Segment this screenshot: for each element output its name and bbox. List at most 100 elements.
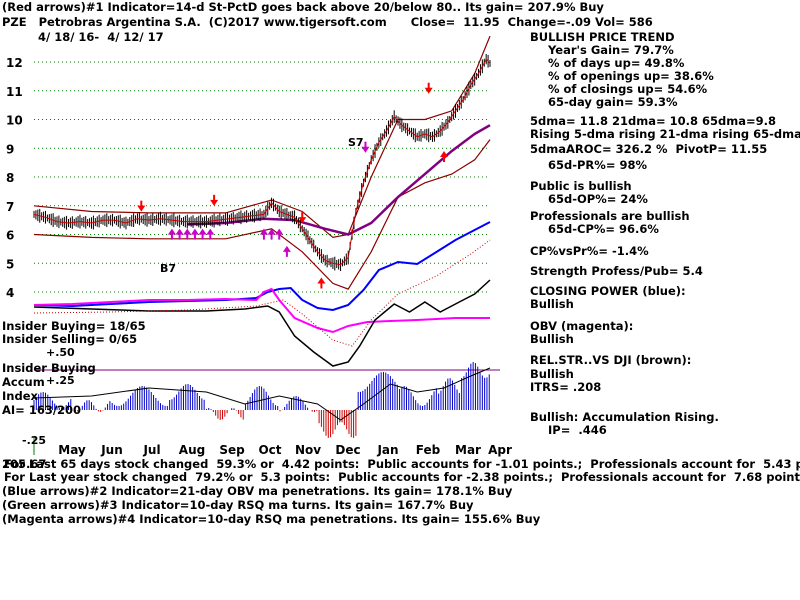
price-tick-label: 5 [6,257,14,271]
signal-arrows [137,82,449,289]
magenta-arrow [198,228,207,235]
side-panel-line: Bullish [530,367,574,381]
price-tick-label: 7 [6,200,14,214]
side-panel-line: ITRS= .208 [530,380,602,394]
footer-line: (Blue arrows)#2 Indicator=21-day OBV ma … [2,484,513,498]
side-panel-line: REL.STR..VS DJI (brown): [530,353,692,367]
header-indicator-1: (Red arrows)#1 Indicator=14-d St-PctD go… [2,0,604,14]
month-label: Aug [179,443,205,457]
side-panel-line: % of closings up= 54.6% [548,82,708,96]
month-label: Jan [376,443,398,457]
price-gridlines [33,61,500,455]
price-ma-line [33,58,491,266]
side-panel-line: Rising 5-dma rising 21-dma rising 65-dma [530,127,800,141]
relative-strength-line [33,279,491,367]
magenta-arrow [167,228,176,235]
header-ticker-line: PZE Petrobras Argentina S.A. (C)2017 www… [2,15,653,29]
trading-bands [33,35,491,290]
magenta-arrow [259,228,268,235]
magenta-arrow [190,228,199,235]
month-label: Jun [100,443,123,457]
side-panel-line: % of openings up= 38.6% [548,69,714,83]
insider-selling: Insider Selling= 0/65 [2,332,138,346]
red-arrow-up [317,277,326,284]
upper-band [33,35,491,239]
price-tick-label: 6 [6,229,14,243]
obv-line [33,287,490,334]
month-label: Nov [295,443,321,457]
footer-line: (Magenta arrows)#4 Indicator=10-day RSQ … [2,512,541,526]
footer-line: For Last 65 days stock changed 59.3% or … [4,457,800,471]
red-arrow-down [137,205,146,212]
side-panel-line: CP%vsPr%= -1.4% [530,244,649,258]
footer-line: (Green arrows)#3 Indicator=10-day RSQ ma… [2,498,474,512]
side-panel-line: 65d-PR%= 98% [548,158,647,172]
side-panel-line: Bullish: Accumulation Rising. [530,410,719,424]
side-panel-line: Year's Gain= 79.7% [548,43,674,57]
side-panel-line: 65-day gain= 59.3% [548,95,678,109]
month-label: Mar [455,443,481,457]
month-label: Oct [258,443,281,457]
footer-overlap-number: 205.67 [2,457,47,471]
date-range: 4/ 18/ 16- 4/ 12/ 17 [38,30,164,44]
side-panel-line: 65d-CP%= 96.6% [548,222,659,236]
magenta-arrow [282,245,291,252]
month-label: Feb [416,443,441,457]
price-tick-label: 12 [6,56,23,70]
accum-ma-line [33,367,491,421]
side-panel-line: Bullish [530,297,574,311]
red-arrow-down [210,199,219,206]
side-panel-line: OBV (magenta): [530,319,634,333]
accum-tick-label: -.25 [22,434,46,447]
magenta-arrow [267,228,276,235]
price-tick-labels: 4 5 6 7 8 9 10 11 12 +.50 +.25 -.25 [6,56,75,447]
side-panel-line: Professionals are bullish [530,209,690,223]
side-panel-line: % of days up= 49.8% [548,56,685,70]
month-label: Dec [335,443,360,457]
side-panel-line: Public is bullish [530,179,632,193]
s7-label: S7 [348,136,364,149]
magenta-arrow [183,228,192,235]
side-panel-line: IP= .446 [548,423,607,437]
side-panel-line: 5dma= 11.8 21dma= 10.8 65dma=9.8 [530,114,776,128]
red-arrow-down [298,217,307,224]
footer-line: For Last year stock changed 79.2% or 5.3… [4,470,800,484]
accum-label-3: Index [2,389,38,403]
indicator-lines [33,221,491,367]
cp-ma-line [33,239,491,347]
s7-arrow [361,146,370,153]
dma65-line [187,124,491,236]
month-label: Jul [142,443,160,457]
price-tick-label: 8 [6,171,14,185]
side-panel-line: Strength Profess/Pub= 5.4 [530,264,703,278]
magenta-arrow [175,228,184,235]
accum-label-2: Accum [2,375,45,389]
month-label: Sep [219,443,245,457]
month-labels: May Jun Jul Aug Sep Oct Nov Dec Jan Feb Mar Apr [58,443,512,457]
accum-tick-label: +.25 [46,374,75,387]
magenta-arrow [275,228,284,235]
price-tick-label: 9 [6,142,14,156]
magenta-arrow [206,228,215,235]
price-series [33,53,491,272]
red-arrow-up [440,151,449,157]
side-panel-line: CLOSING POWER (blue): [530,284,686,298]
side-panel-line: 5dmaAROC= 326.2 % PivotP= 11.55 [530,142,768,156]
insider-buying: Insider Buying= 18/65 [2,319,146,333]
price-tick-label: 4 [6,286,14,300]
side-panel-line: 65d-OP%= 24% [548,192,648,206]
accumulation-histogram [33,362,491,438]
red-arrow-down [424,87,433,94]
price-tick-label: 10 [6,114,23,128]
lower-band [33,139,491,290]
b7-label: B7 [160,262,177,275]
accum-label-1: Insider Buying [2,361,96,375]
accum-tick-label: +.50 [46,346,75,359]
side-panel-line: Bullish [530,332,574,346]
closing-power-line [33,221,491,312]
month-label: May [58,443,86,457]
month-label: Apr [488,443,512,457]
side-panel-line: BULLISH PRICE TREND [530,30,675,44]
price-tick-label: 11 [6,85,23,99]
